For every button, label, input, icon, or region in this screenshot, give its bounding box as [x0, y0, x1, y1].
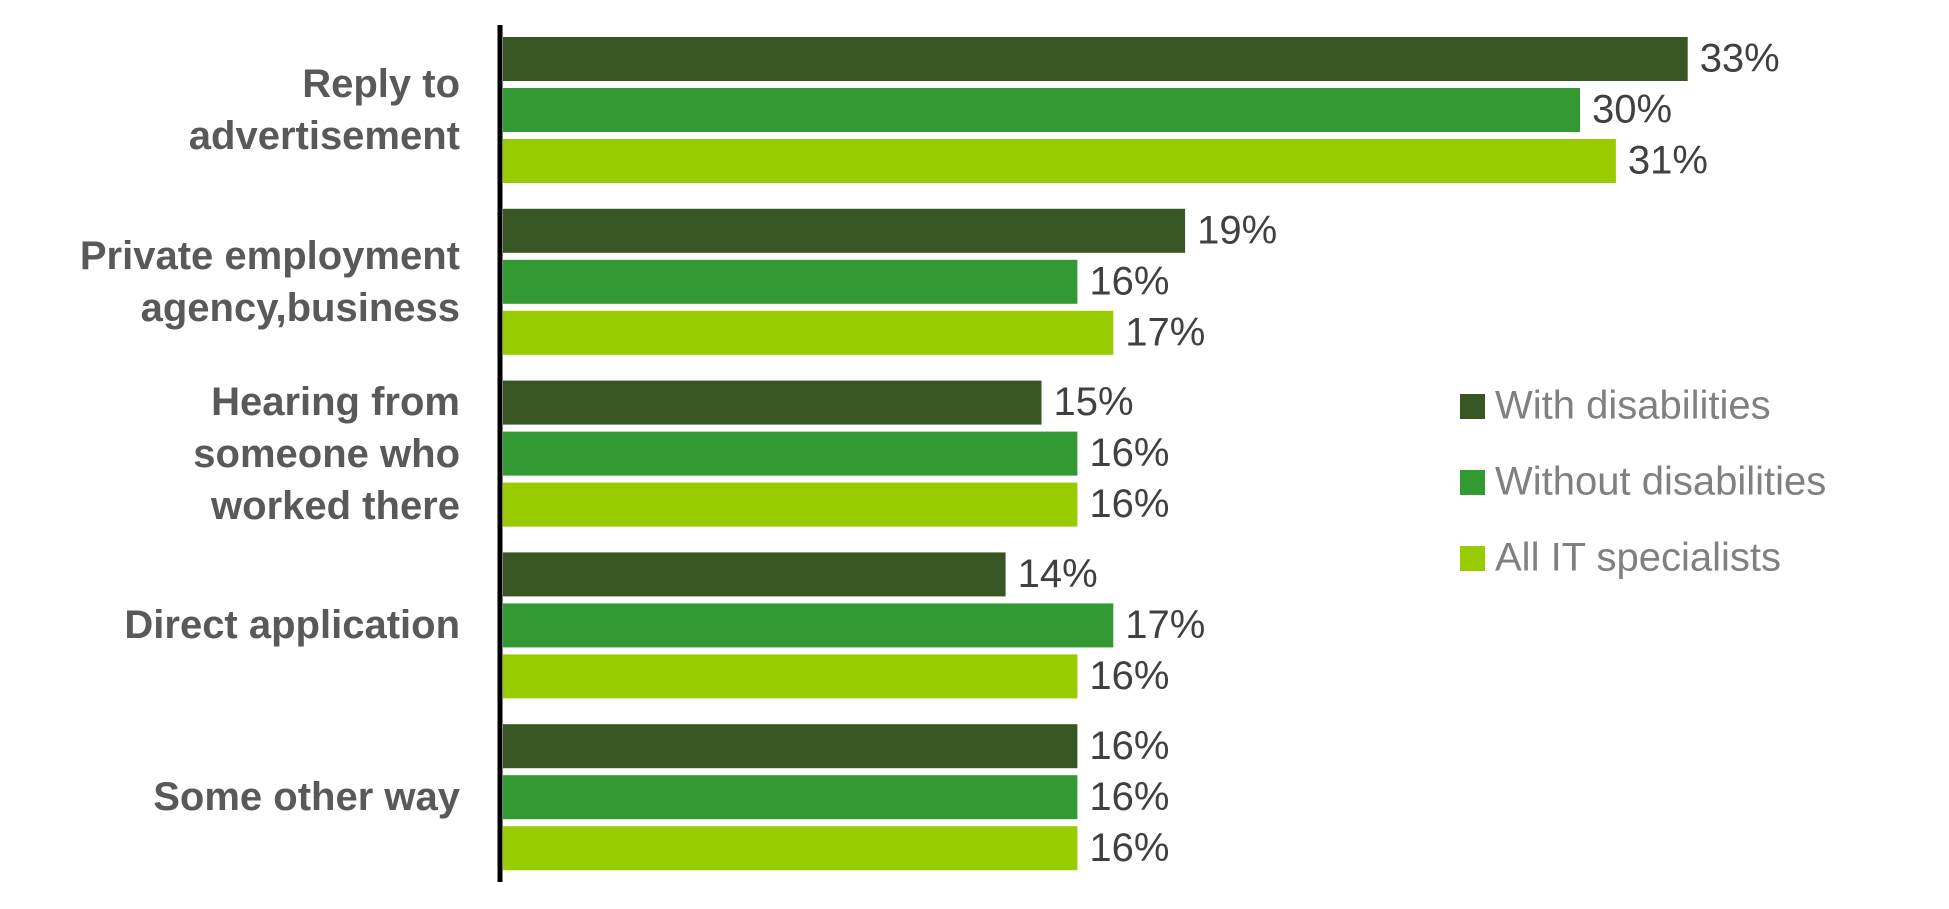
legend-swatch	[1460, 470, 1485, 495]
value-label: 16%	[1089, 431, 1169, 475]
bar	[503, 552, 1006, 597]
legend-swatch	[1460, 394, 1485, 419]
bar	[503, 37, 1688, 81]
bar	[503, 482, 1078, 527]
bar	[503, 654, 1078, 699]
value-label: 14%	[1018, 552, 1098, 596]
value-label: 17%	[1125, 603, 1205, 647]
bar	[503, 310, 1114, 355]
value-label: 16%	[1089, 482, 1169, 526]
legend-label: All IT specialists	[1495, 536, 1781, 580]
bar	[503, 431, 1078, 476]
value-label: 33%	[1700, 37, 1780, 81]
category-label: Reply to advertisement	[188, 62, 460, 158]
category-label: Private employment agency,business	[79, 233, 460, 330]
value-label: 15%	[1054, 380, 1134, 424]
value-label: 16%	[1089, 259, 1169, 303]
category-label: Direct application	[124, 603, 460, 648]
legend-label: Without disabilities	[1495, 460, 1826, 504]
value-label: 19%	[1197, 208, 1277, 252]
value-label: 16%	[1089, 724, 1169, 768]
value-label: 17%	[1125, 310, 1205, 354]
bar	[503, 259, 1078, 304]
value-label: 31%	[1628, 139, 1708, 183]
value-label: 16%	[1089, 826, 1169, 870]
bar	[503, 380, 1042, 425]
bar	[503, 826, 1078, 871]
bar	[503, 139, 1616, 183]
bar	[503, 88, 1580, 132]
bar	[503, 603, 1114, 648]
value-label: 16%	[1089, 775, 1169, 819]
value-label: 16%	[1089, 654, 1169, 698]
legend-swatch	[1460, 546, 1485, 571]
bar	[503, 208, 1186, 253]
bar	[503, 724, 1078, 769]
bar	[503, 775, 1078, 820]
category-label: Hearing from someone who worked there	[193, 379, 460, 528]
legend-label: With disabilities	[1495, 384, 1771, 428]
value-label: 30%	[1592, 88, 1672, 132]
category-label: Some other way	[153, 775, 460, 820]
